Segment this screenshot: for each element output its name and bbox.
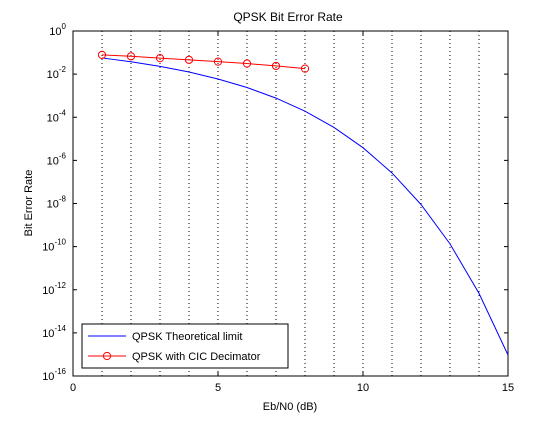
y-tick-label: 100: [49, 22, 66, 38]
series-point-1: [126, 52, 136, 61]
x-axis-label: Eb/N0 (dB): [263, 401, 317, 413]
legend-label-cic: QPSK with CIC Decimator: [132, 351, 261, 363]
y-tick-label: 10-16: [42, 367, 66, 383]
axis-ticks: [72, 30, 509, 377]
y-tick-label: 10-8: [47, 195, 67, 211]
series-line-0: [101, 57, 509, 356]
x-tick-labels: 0 5 10 15: [70, 382, 514, 394]
series-point-1: [213, 57, 223, 66]
x-tick-label: 10: [357, 382, 369, 394]
y-tick-label: 10-10: [42, 238, 66, 254]
legend-box: [81, 323, 289, 369]
series-line-1: [101, 54, 306, 70]
grid-lines: [101, 31, 480, 376]
series-point-1: [271, 61, 281, 71]
y-tick-label: 10-14: [42, 324, 66, 340]
legend-label-theoretical: QPSK Theoretical limit: [132, 331, 242, 343]
y-tick-label: 10-4: [47, 108, 67, 124]
series-point-1: [155, 54, 165, 63]
series-point-1: [184, 55, 194, 64]
series-point-1: [97, 50, 107, 59]
chart-title: QPSK Bit Error Rate: [233, 10, 343, 24]
legend: QPSK Theoretical limit QPSK with CIC Dec…: [81, 323, 289, 369]
x-tick-label: 0: [70, 382, 76, 394]
series-point-1: [242, 59, 252, 68]
y-tick-label: 10-2: [47, 65, 67, 81]
series-layer: [97, 50, 509, 356]
x-tick-label: 15: [502, 382, 514, 394]
y-tick-label: 10-12: [42, 281, 66, 297]
y-axis-label: Bit Error Rate: [23, 170, 35, 237]
y-tick-labels: 100 10-2 10-4 10-6 10-8 10-10 10-12 10-14 10-16: [42, 22, 66, 383]
legend-marker-cic: [102, 351, 112, 361]
x-tick-label: 5: [215, 382, 221, 394]
series-point-1: [300, 64, 310, 73]
y-tick-label: 10-6: [47, 151, 67, 167]
